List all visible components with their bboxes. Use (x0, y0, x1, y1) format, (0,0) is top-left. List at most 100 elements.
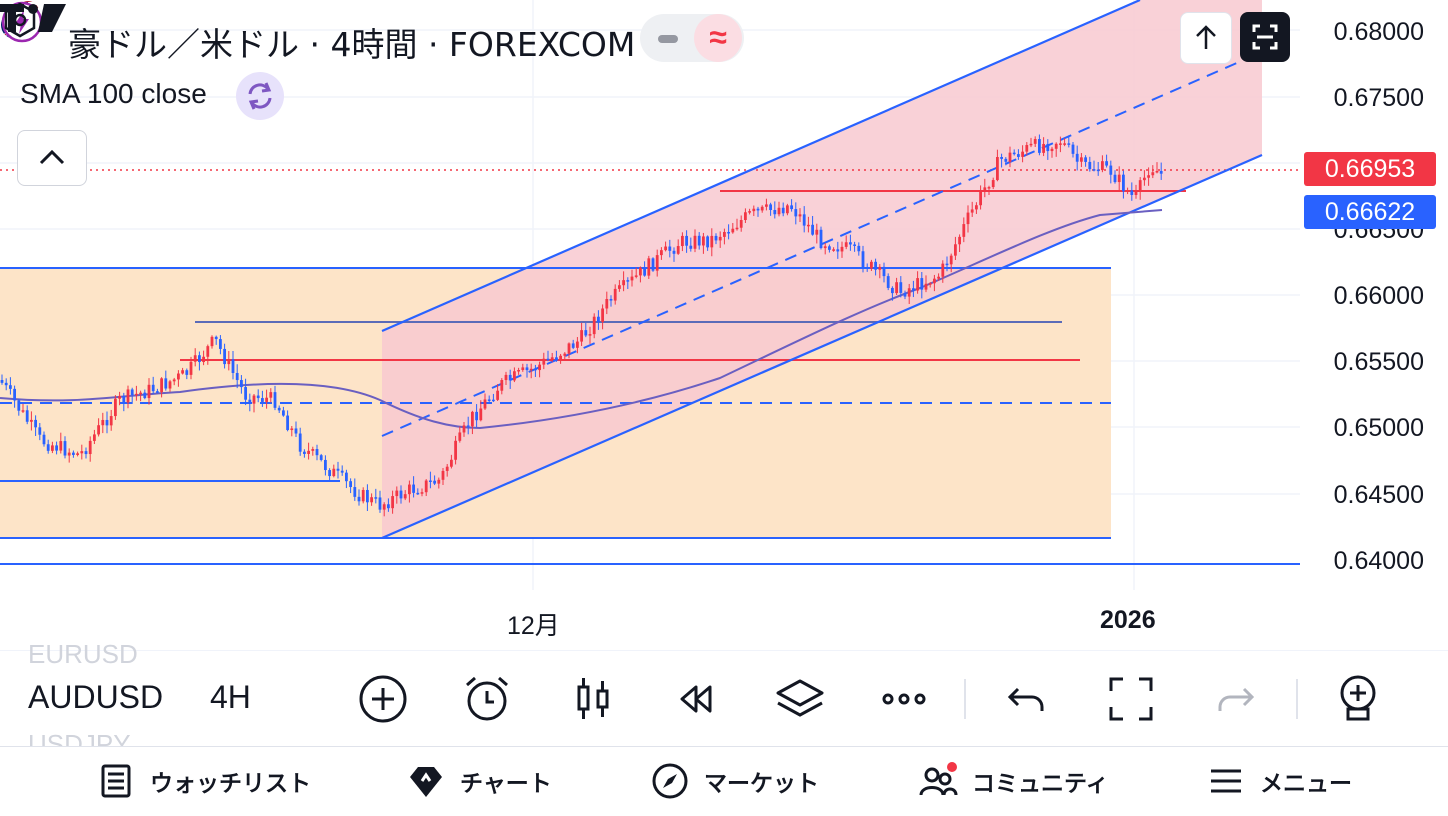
candle-body (857, 245, 861, 252)
candle-body (840, 246, 844, 252)
candle-body (613, 288, 617, 301)
candle-body (67, 452, 71, 456)
candle-body (475, 411, 478, 421)
candle-body (1147, 175, 1150, 178)
layers-icon[interactable] (774, 673, 826, 725)
add-indicator-icon[interactable] (1332, 673, 1384, 725)
candle-body (1029, 143, 1033, 146)
candle-body (420, 492, 424, 494)
scroll-up-button[interactable] (1180, 12, 1232, 64)
candle-body (815, 229, 819, 235)
candle-body (744, 212, 747, 221)
candle-body (1071, 144, 1075, 154)
candle-body (214, 336, 218, 340)
candle-body (76, 453, 79, 455)
wave-icon[interactable]: ≈ (694, 14, 742, 62)
candle-body (374, 497, 378, 499)
interval-selector[interactable]: 4H (210, 679, 251, 715)
alert-icon[interactable] (461, 673, 513, 725)
candle-body (93, 434, 96, 441)
candle-body (954, 244, 957, 256)
candle-body (697, 235, 701, 246)
channel-lines[interactable] (381, 0, 1263, 540)
indicator-label[interactable]: SMA 100 close (20, 78, 207, 109)
price-tick: 0.68000 (1333, 18, 1424, 46)
redo-icon[interactable] (1210, 673, 1262, 725)
candle-body (265, 397, 268, 402)
candle-body (307, 450, 310, 454)
candle-body (366, 489, 369, 503)
chart-title[interactable]: 豪ドル／米ドル · 4時間 · FOREXCOM (68, 25, 636, 64)
candle-body (538, 364, 541, 371)
hide-icon[interactable] (658, 35, 678, 43)
legend-toggle-pill[interactable]: ≈ (640, 14, 744, 62)
candle-body (836, 249, 840, 252)
candle-body (1122, 174, 1125, 192)
more-icon[interactable] (878, 673, 930, 725)
candle-body (1038, 139, 1041, 153)
candle-body (0, 380, 4, 383)
refresh-icon[interactable] (236, 72, 284, 120)
candle-body (181, 370, 184, 374)
nav-watchlist[interactable]: ウォッチリスト (96, 761, 311, 801)
candle-body (681, 235, 684, 247)
sma-line (0, 209, 1163, 430)
collapse-legend-button[interactable] (17, 130, 87, 186)
nav-markets[interactable]: マーケット (650, 761, 819, 801)
candle-body (202, 356, 205, 363)
fullscreen-icon[interactable] (1105, 673, 1157, 725)
settings-icon[interactable] (0, 0, 40, 40)
candle-body (4, 382, 8, 386)
candle-body (975, 205, 978, 210)
candle-body (513, 371, 516, 381)
candle-body (651, 258, 655, 271)
candle-body (647, 258, 651, 276)
compass-icon (652, 763, 688, 799)
chart-area[interactable]: 豪ドル／米ドル · 4時間 · FOREXCOM ≈ SMA 100 close… (0, 0, 1448, 650)
nav-menu[interactable]: メニュー (1206, 761, 1352, 801)
candle-body (664, 246, 667, 251)
candle-body (735, 227, 739, 230)
candle-body (1101, 161, 1104, 171)
candle-body (723, 231, 726, 237)
watchlist-icon (101, 764, 131, 798)
candle-body (1084, 157, 1087, 162)
candle-body (966, 212, 970, 225)
candle-body (399, 490, 403, 499)
add-icon[interactable] (357, 673, 409, 725)
undo-icon[interactable] (1000, 673, 1052, 725)
candle-body (655, 255, 659, 271)
candles-icon[interactable] (567, 673, 619, 725)
symbol-selector[interactable]: AUDUSD (28, 679, 164, 715)
candle-body (143, 392, 147, 399)
candle-body (433, 480, 436, 484)
candle-body (424, 480, 428, 493)
candle-body (454, 440, 457, 460)
nav-community[interactable]: コミュニティ (918, 761, 1109, 801)
range-lines[interactable] (0, 267, 1300, 565)
chart-canvas[interactable] (0, 0, 1448, 650)
candle-body (429, 480, 432, 482)
candle-body (937, 276, 940, 279)
candle-body (1138, 180, 1142, 192)
replay-icon[interactable] (670, 673, 722, 725)
fullscreen-button[interactable] (1240, 12, 1290, 62)
nav-label: メニュー (1260, 771, 1352, 797)
candle-body (294, 428, 298, 434)
candle-body (353, 487, 357, 497)
candles (0, 134, 1163, 517)
candle-body (1067, 143, 1071, 145)
candle-body (273, 392, 277, 408)
candle-body (290, 428, 294, 431)
candle-body (555, 357, 558, 360)
candle-body (206, 346, 210, 357)
nav-chart[interactable]: チャート (406, 761, 552, 801)
toolbar-divider (1296, 679, 1298, 719)
candle-body (752, 208, 756, 212)
chart-toolbar: EURUSD AUDUSD USDJPY 4H (0, 639, 1448, 759)
candle-body (962, 224, 966, 237)
symbol-prev[interactable]: EURUSD (28, 639, 138, 669)
time-tick: 12月 (507, 612, 560, 640)
nav-label: マーケット (704, 771, 819, 797)
candle-body (160, 378, 163, 393)
